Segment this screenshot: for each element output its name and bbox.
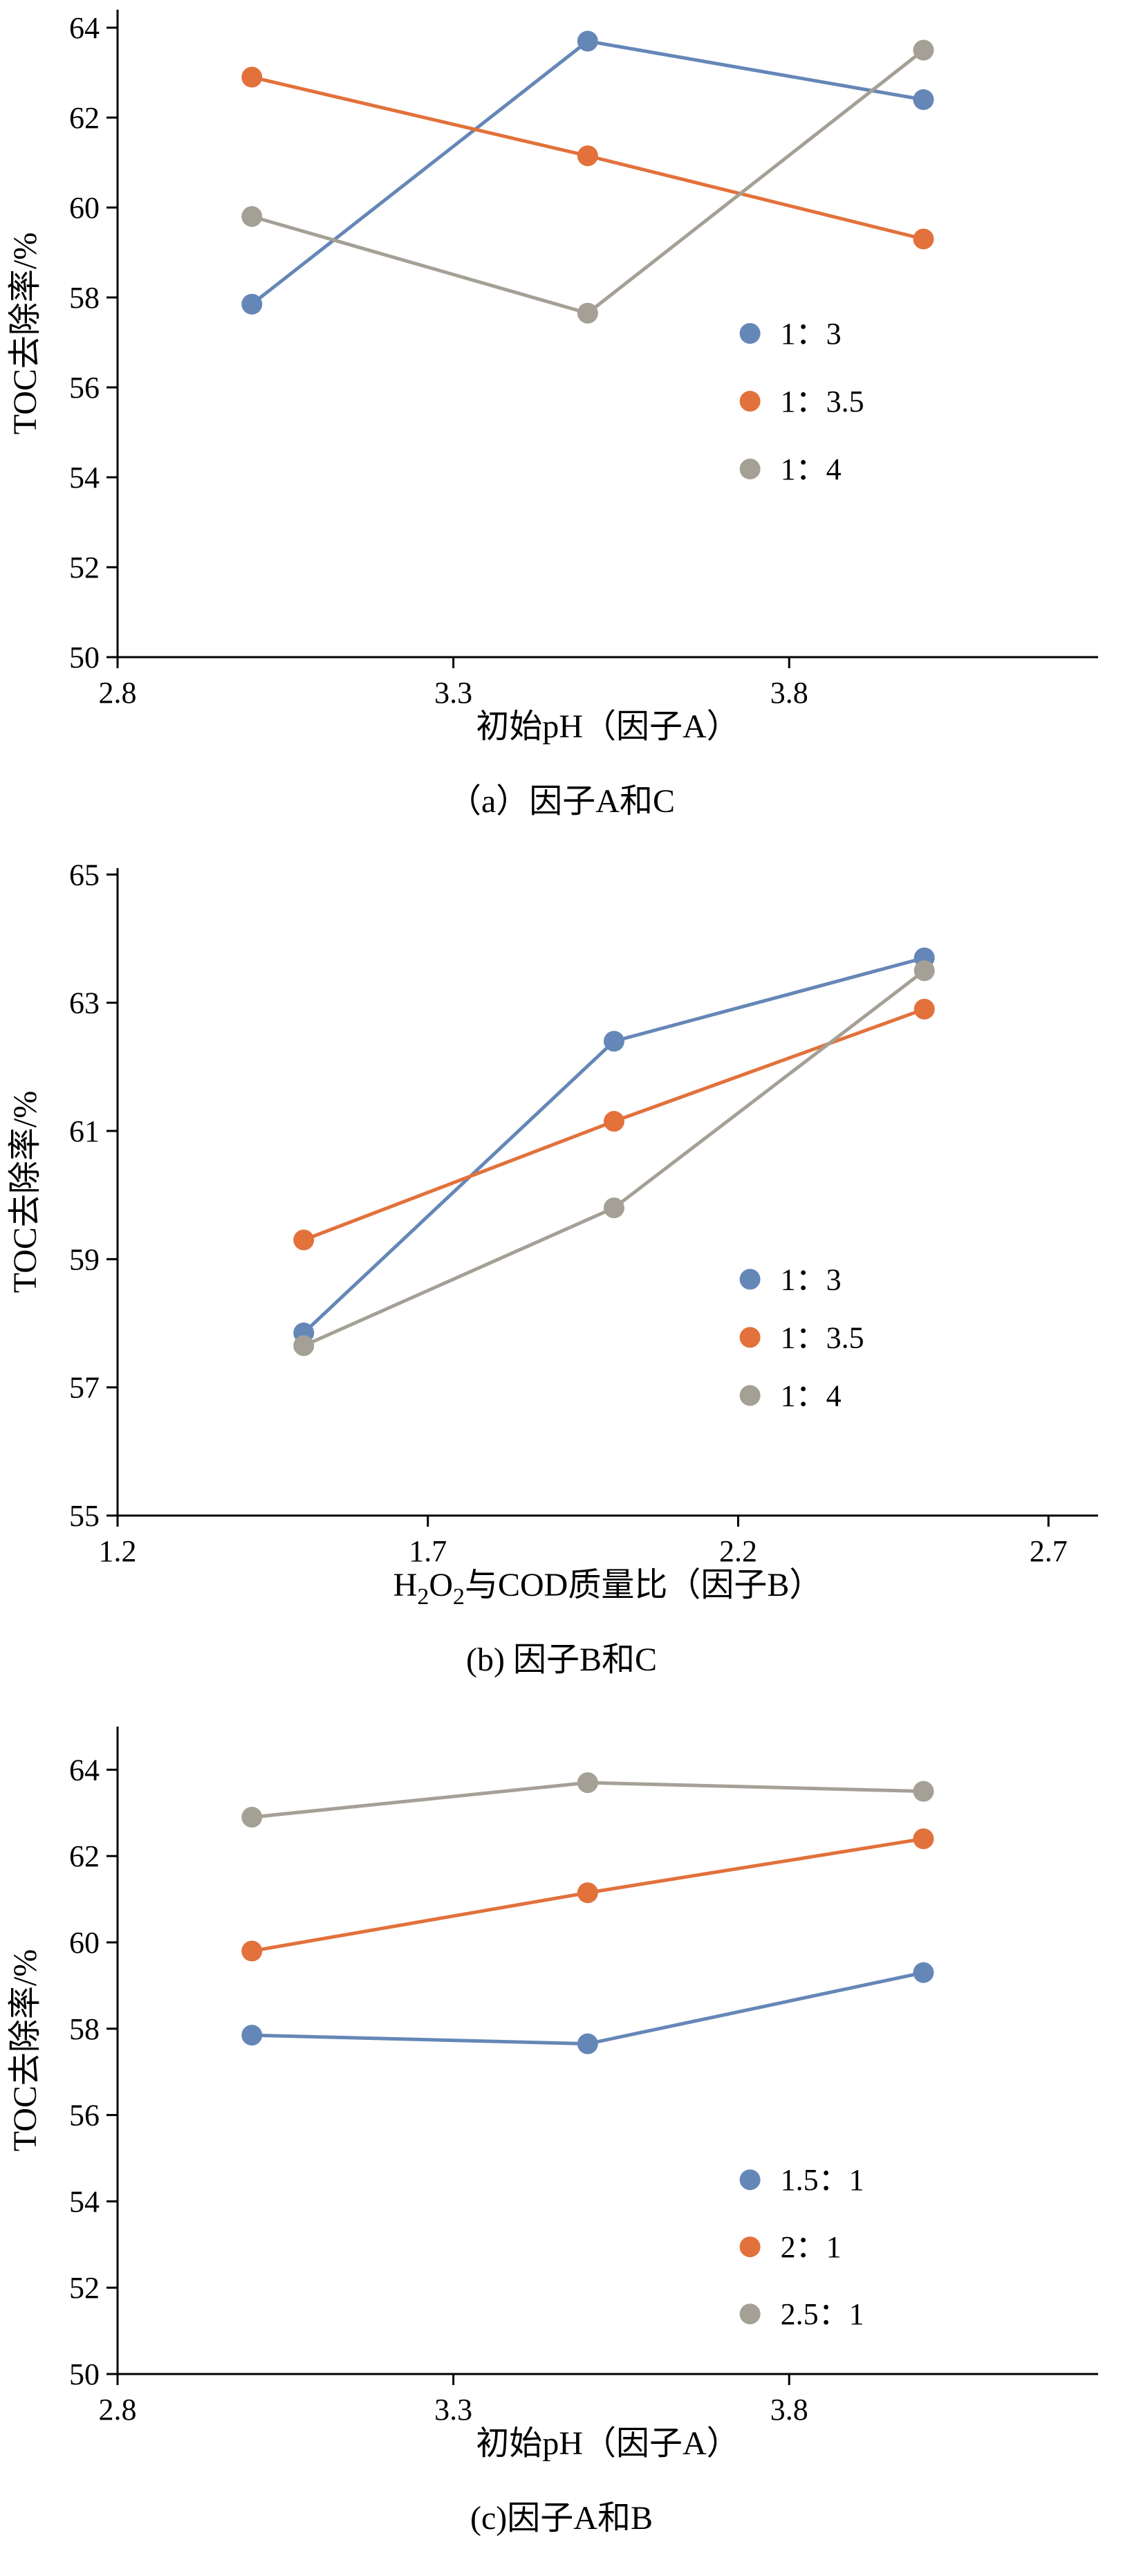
data-point: [241, 1807, 263, 1828]
data-point: [913, 998, 935, 1020]
data-point: [241, 2025, 263, 2046]
x-tick-label: 2.7: [1030, 1534, 1068, 1568]
x-tick-label: 2.8: [99, 676, 137, 710]
y-tick-label: 52: [69, 551, 100, 585]
data-point: [913, 1962, 934, 1983]
x-axis-title: H2O2与COD质量比（因子B）: [393, 1567, 823, 1610]
data-point: [913, 960, 935, 982]
y-tick-label: 56: [69, 2099, 100, 2133]
data-point: [603, 1111, 624, 1132]
x-tick-label: 3.8: [770, 676, 808, 710]
chart-b-canvas: 1.2 1.7 2.2 2.7 55 57 59 61 63 65 TOC去除率/% H2O2与COD…: [7, 858, 1098, 1610]
y-tick-label: 60: [69, 191, 100, 225]
legend-marker: [739, 2236, 761, 2258]
y-tick-label: 55: [69, 1499, 100, 1533]
data-point: [577, 30, 598, 52]
legend-marker: [739, 1327, 761, 1348]
y-tick-label: 64: [69, 1753, 100, 1787]
legend-marker: [739, 1269, 761, 1290]
data-point: [577, 302, 598, 324]
data-point: [577, 2033, 598, 2054]
legend-label: 1.5：1: [781, 2163, 864, 2197]
legend-marker: [739, 323, 761, 344]
data-point: [913, 1781, 934, 1802]
chart-c-canvas: 2.8 3.3 3.8 50 52 54 56 58 60 62 64 TOC去除率/% 初始pH（因子…: [7, 1727, 1098, 2462]
x-tick-label: 1.7: [409, 1534, 447, 1568]
y-axis-title: TOC去除率/%: [7, 1949, 44, 2151]
caption-c: (c)因子A和B: [470, 2500, 653, 2537]
x-tick-label: 3.8: [770, 2393, 808, 2427]
x-axis-title: 初始pH（因子A）: [476, 708, 739, 745]
y-tick-label: 58: [69, 2012, 100, 2046]
y-tick-label: 63: [69, 986, 100, 1020]
x-tick-label: 3.3: [434, 676, 472, 710]
legend-label: 1：3: [781, 1262, 842, 1296]
data-point: [293, 1229, 315, 1251]
legend-marker: [739, 391, 761, 412]
data-point: [577, 1882, 598, 1904]
y-axis-title: TOC去除率/%: [7, 232, 44, 434]
y-tick-label: 50: [69, 641, 100, 674]
x-tick-label: 1.2: [99, 1534, 137, 1568]
y-axis-title: TOC去除率/%: [7, 1091, 44, 1293]
legend-label: 2：1: [781, 2230, 842, 2264]
legend-marker: [739, 2303, 761, 2325]
legend-label: 1：3.5: [781, 385, 864, 418]
x-axis-title: 初始pH（因子A）: [476, 2425, 739, 2462]
x-tick-label: 3.3: [434, 2393, 472, 2427]
y-tick-label: 64: [69, 11, 100, 45]
panel-a: 2.8 3.3 3.8 50 52 54 56 58 60 62 64 TOC去除率/% 初始pH（因子…: [0, 0, 1123, 858]
x-tick-label: 2.8: [99, 2393, 137, 2427]
series-line: [250, 39, 925, 306]
legend-marker: [739, 1385, 761, 1406]
legend-label: 1：3: [781, 317, 842, 351]
y-tick-label: 54: [69, 461, 100, 495]
data-point: [913, 89, 934, 110]
chart-a-canvas: 2.8 3.3 3.8 50 52 54 56 58 60 62 64 TOC去除率/% 初始pH（因子…: [7, 10, 1098, 745]
data-point: [603, 1031, 624, 1052]
y-tick-label: 50: [69, 2357, 100, 2391]
data-point: [293, 1335, 315, 1356]
y-tick-label: 62: [69, 101, 100, 135]
y-tick-label: 52: [69, 2271, 100, 2305]
data-point: [241, 293, 263, 315]
y-tick-label: 61: [69, 1114, 100, 1148]
data-point: [241, 66, 263, 88]
legend-marker: [739, 459, 761, 479]
data-point: [913, 228, 934, 250]
y-tick-label: 59: [69, 1242, 100, 1276]
x-tick-label: 2.2: [719, 1534, 757, 1568]
y-tick-label: 54: [69, 2184, 100, 2218]
data-point: [603, 1197, 624, 1219]
y-tick-label: 60: [69, 1926, 100, 1960]
y-tick-label: 65: [69, 858, 100, 892]
series-line: [250, 1971, 925, 2046]
y-tick-label: 56: [69, 371, 100, 405]
legend-label: 2.5：1: [781, 2297, 864, 2331]
panel-b: 1.2 1.7 2.2 2.7 55 57 59 61 63 65 TOC去除率/% H2O2与COD…: [0, 858, 1123, 1717]
y-tick-label: 62: [69, 1839, 100, 1873]
data-point: [241, 1940, 263, 1962]
data-point: [577, 145, 598, 167]
panel-c: 2.8 3.3 3.8 50 52 54 56 58 60 62 64 TOC去除率/% 初始pH（因子…: [0, 1717, 1123, 2575]
data-point: [577, 1772, 598, 1794]
caption-b: (b) 因子B和C: [465, 1641, 657, 1678]
data-point: [913, 1828, 934, 1850]
data-point: [913, 39, 934, 61]
caption-a: （a）因子A和C: [448, 783, 675, 820]
legend-label: 1：4: [781, 452, 842, 486]
y-tick-label: 57: [69, 1371, 100, 1405]
legend-label: 1：4: [781, 1379, 842, 1413]
data-point: [241, 206, 263, 227]
series-line: [250, 48, 925, 315]
legend-marker: [739, 2169, 761, 2191]
y-tick-label: 58: [69, 281, 100, 315]
legend-label: 1：3.5: [781, 1321, 864, 1354]
